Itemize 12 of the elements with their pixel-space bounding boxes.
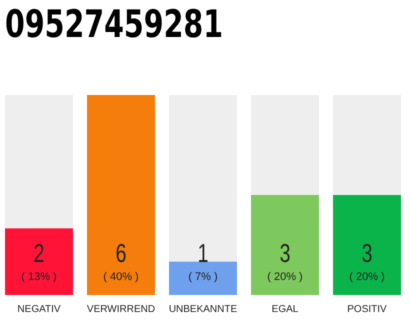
bar — [169, 262, 237, 295]
data-label: 1 ( 7% ) — [188, 238, 218, 283]
data-label: 3 ( 20% ) — [349, 238, 385, 283]
chart-title: 09527459281 — [5, 2, 224, 46]
x-tick-label: NEGATIV — [17, 304, 61, 315]
x-tick-label: EGAL — [272, 304, 299, 315]
x-tick-label: POSITIV — [347, 304, 388, 315]
x-tick-label: UNBEKANNTE — [168, 304, 238, 315]
data-label: 6 ( 40% ) — [103, 238, 139, 283]
data-label: 2 ( 13% ) — [21, 238, 57, 283]
x-tick-label: VERWIRREND — [86, 304, 156, 315]
data-label: 3 ( 20% ) — [267, 238, 303, 283]
